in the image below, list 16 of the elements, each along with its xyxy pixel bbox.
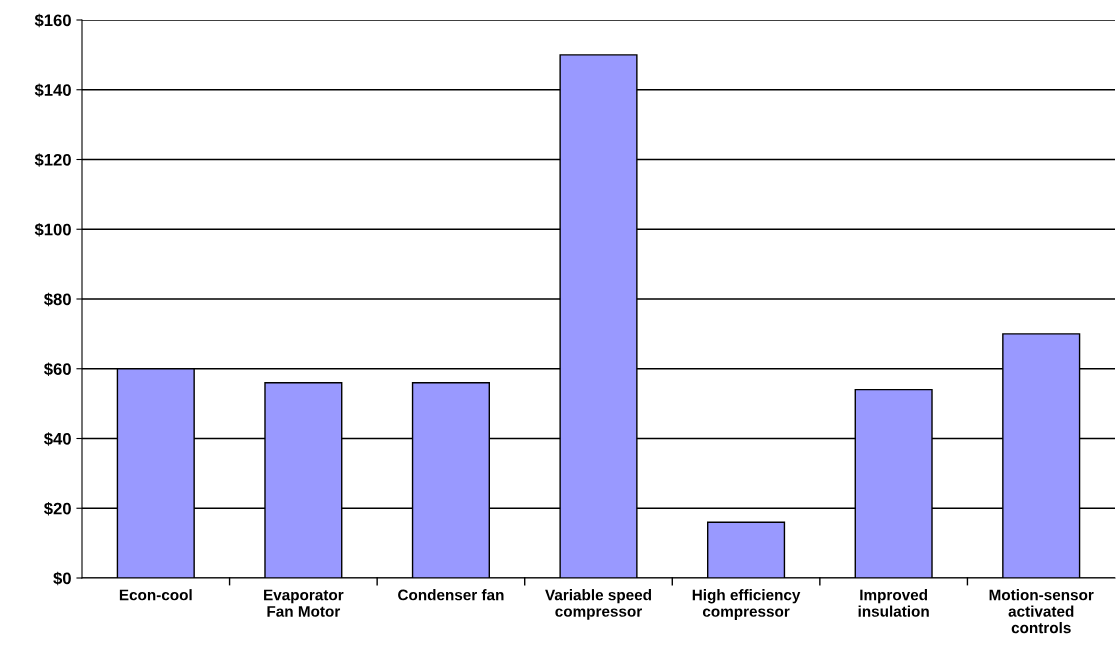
y-tick-label: $40 [44, 432, 71, 446]
y-tick-label: $80 [44, 292, 71, 307]
y-tick-label: $60 [44, 362, 71, 377]
x-tick-label: Condenser fan [398, 589, 504, 601]
x-tick-label: Motion-sensor activated controls [989, 589, 1094, 634]
y-tick-label: $120 [34, 153, 71, 167]
x-tick-label: Econ-cool [119, 589, 192, 601]
y-tick-label: $100 [34, 222, 71, 237]
x-tick-label: High efficiency compressor [692, 589, 801, 620]
x-tick-label: Improved insulation [858, 589, 929, 617]
y-tick-label: $0 [53, 571, 71, 586]
y-tick-label: $140 [34, 83, 71, 98]
y-tick-label: $160 [34, 13, 71, 28]
x-tick-label: Evaporator Fan Motor [264, 589, 344, 617]
y-tick-label: $20 [44, 501, 71, 516]
x-tick-label: Variable speed compressor [545, 589, 651, 620]
